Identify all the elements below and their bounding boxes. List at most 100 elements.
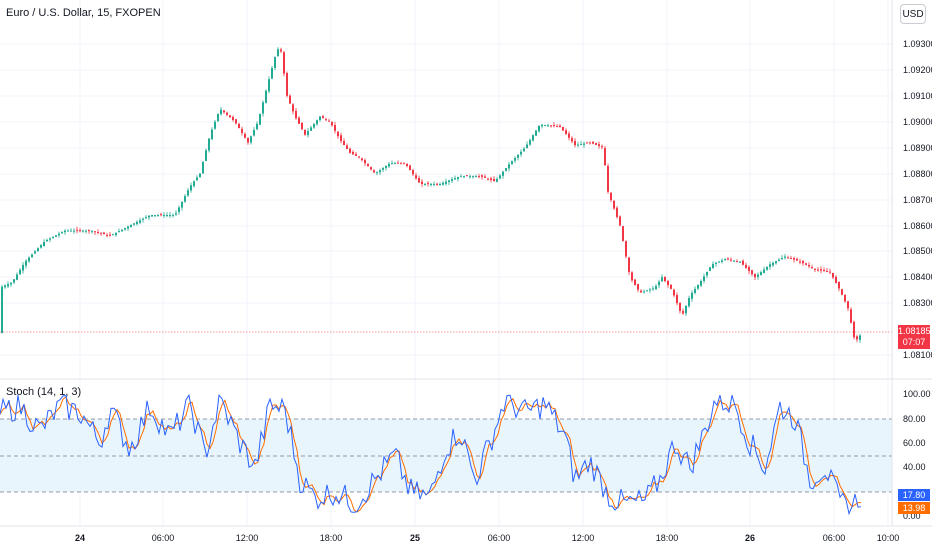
candle xyxy=(493,176,495,182)
candle xyxy=(376,171,378,176)
stoch-axis[interactable]: 100.00 80.00 60.00 40.00 0.00 xyxy=(903,389,931,521)
candle xyxy=(25,259,27,269)
candle xyxy=(283,50,285,77)
candle xyxy=(715,261,717,267)
candle xyxy=(292,103,294,115)
indicator-title[interactable]: Stoch (14, 1, 3) xyxy=(6,386,82,398)
candle xyxy=(760,270,762,276)
candle xyxy=(139,217,141,225)
candle xyxy=(85,229,87,234)
candle xyxy=(853,320,855,340)
candle xyxy=(109,231,111,237)
candle xyxy=(613,199,615,210)
candle xyxy=(265,89,267,104)
candle xyxy=(37,247,39,252)
candle xyxy=(658,279,660,289)
candle xyxy=(751,269,753,277)
candle xyxy=(799,258,801,265)
candle xyxy=(451,177,453,183)
stoch-tick-label: 80.00 xyxy=(903,414,926,424)
candle xyxy=(859,333,861,344)
candle xyxy=(133,223,135,226)
candle xyxy=(829,268,831,275)
candle xyxy=(55,234,57,238)
candle xyxy=(598,141,600,149)
candle xyxy=(622,225,624,242)
candle xyxy=(796,257,798,261)
candle xyxy=(7,281,9,289)
candle xyxy=(484,174,486,178)
candle xyxy=(163,212,165,218)
candle xyxy=(247,137,249,145)
candlestick-series xyxy=(1,47,861,344)
candle xyxy=(694,286,696,295)
price-tick-label: 1.08900 xyxy=(903,143,932,153)
candle xyxy=(574,138,576,148)
time-axis[interactable]: 24 06:00 12:00 18:00 25 06:00 12:00 18:00 26 06:0… xyxy=(75,533,899,543)
candle xyxy=(538,125,540,133)
candle xyxy=(172,213,174,218)
candle xyxy=(382,166,384,173)
candle xyxy=(97,229,99,235)
candle xyxy=(565,128,567,135)
candle xyxy=(160,212,162,217)
candle xyxy=(361,157,363,162)
candle xyxy=(769,261,771,270)
candle xyxy=(43,239,45,247)
candle xyxy=(400,162,402,165)
candle xyxy=(115,232,117,237)
candle xyxy=(778,258,780,262)
candle xyxy=(235,118,237,125)
price-tick-label: 1.09200 xyxy=(903,65,932,75)
candle xyxy=(244,132,246,139)
candle xyxy=(64,229,66,235)
candle xyxy=(685,305,687,317)
candle xyxy=(334,122,336,134)
candle xyxy=(754,273,756,280)
candle xyxy=(130,224,132,228)
price-tick-label: 1.09000 xyxy=(903,117,932,127)
countdown-timer: 07:07 xyxy=(902,337,926,347)
candle xyxy=(397,160,399,164)
candle xyxy=(193,180,195,188)
candle xyxy=(577,141,579,148)
candle xyxy=(592,141,594,145)
candle xyxy=(832,272,834,280)
candle xyxy=(181,201,183,211)
price-axis[interactable]: 1.09300 1.09200 1.09100 1.09000 1.08900 1.088… xyxy=(903,39,932,360)
price-tick-label: 1.08600 xyxy=(903,221,932,231)
candle xyxy=(562,126,564,131)
time-tick-label: 12:00 xyxy=(572,533,595,543)
currency-button[interactable]: USD xyxy=(900,4,926,24)
candle xyxy=(514,156,516,164)
candle xyxy=(697,284,699,291)
candle xyxy=(523,146,525,152)
candle xyxy=(295,107,297,120)
candle xyxy=(655,283,657,290)
candle xyxy=(79,228,81,233)
candle xyxy=(301,121,303,131)
candle xyxy=(580,140,582,146)
candle xyxy=(835,274,837,284)
candle xyxy=(208,138,210,153)
candle xyxy=(547,123,549,127)
candle xyxy=(784,253,786,260)
candle xyxy=(250,135,252,145)
candle xyxy=(634,278,636,286)
candle xyxy=(700,279,702,287)
candle xyxy=(688,295,690,308)
candle xyxy=(106,232,108,238)
candle xyxy=(781,255,783,260)
candle xyxy=(175,210,177,217)
candle xyxy=(178,205,180,215)
candle xyxy=(544,124,546,126)
candle xyxy=(157,213,159,217)
candle xyxy=(676,292,678,306)
time-tick-label: 06:00 xyxy=(152,533,175,543)
candle xyxy=(10,281,12,287)
candle xyxy=(757,272,759,280)
candle xyxy=(196,175,198,181)
candle xyxy=(691,290,693,302)
candle xyxy=(787,255,789,259)
